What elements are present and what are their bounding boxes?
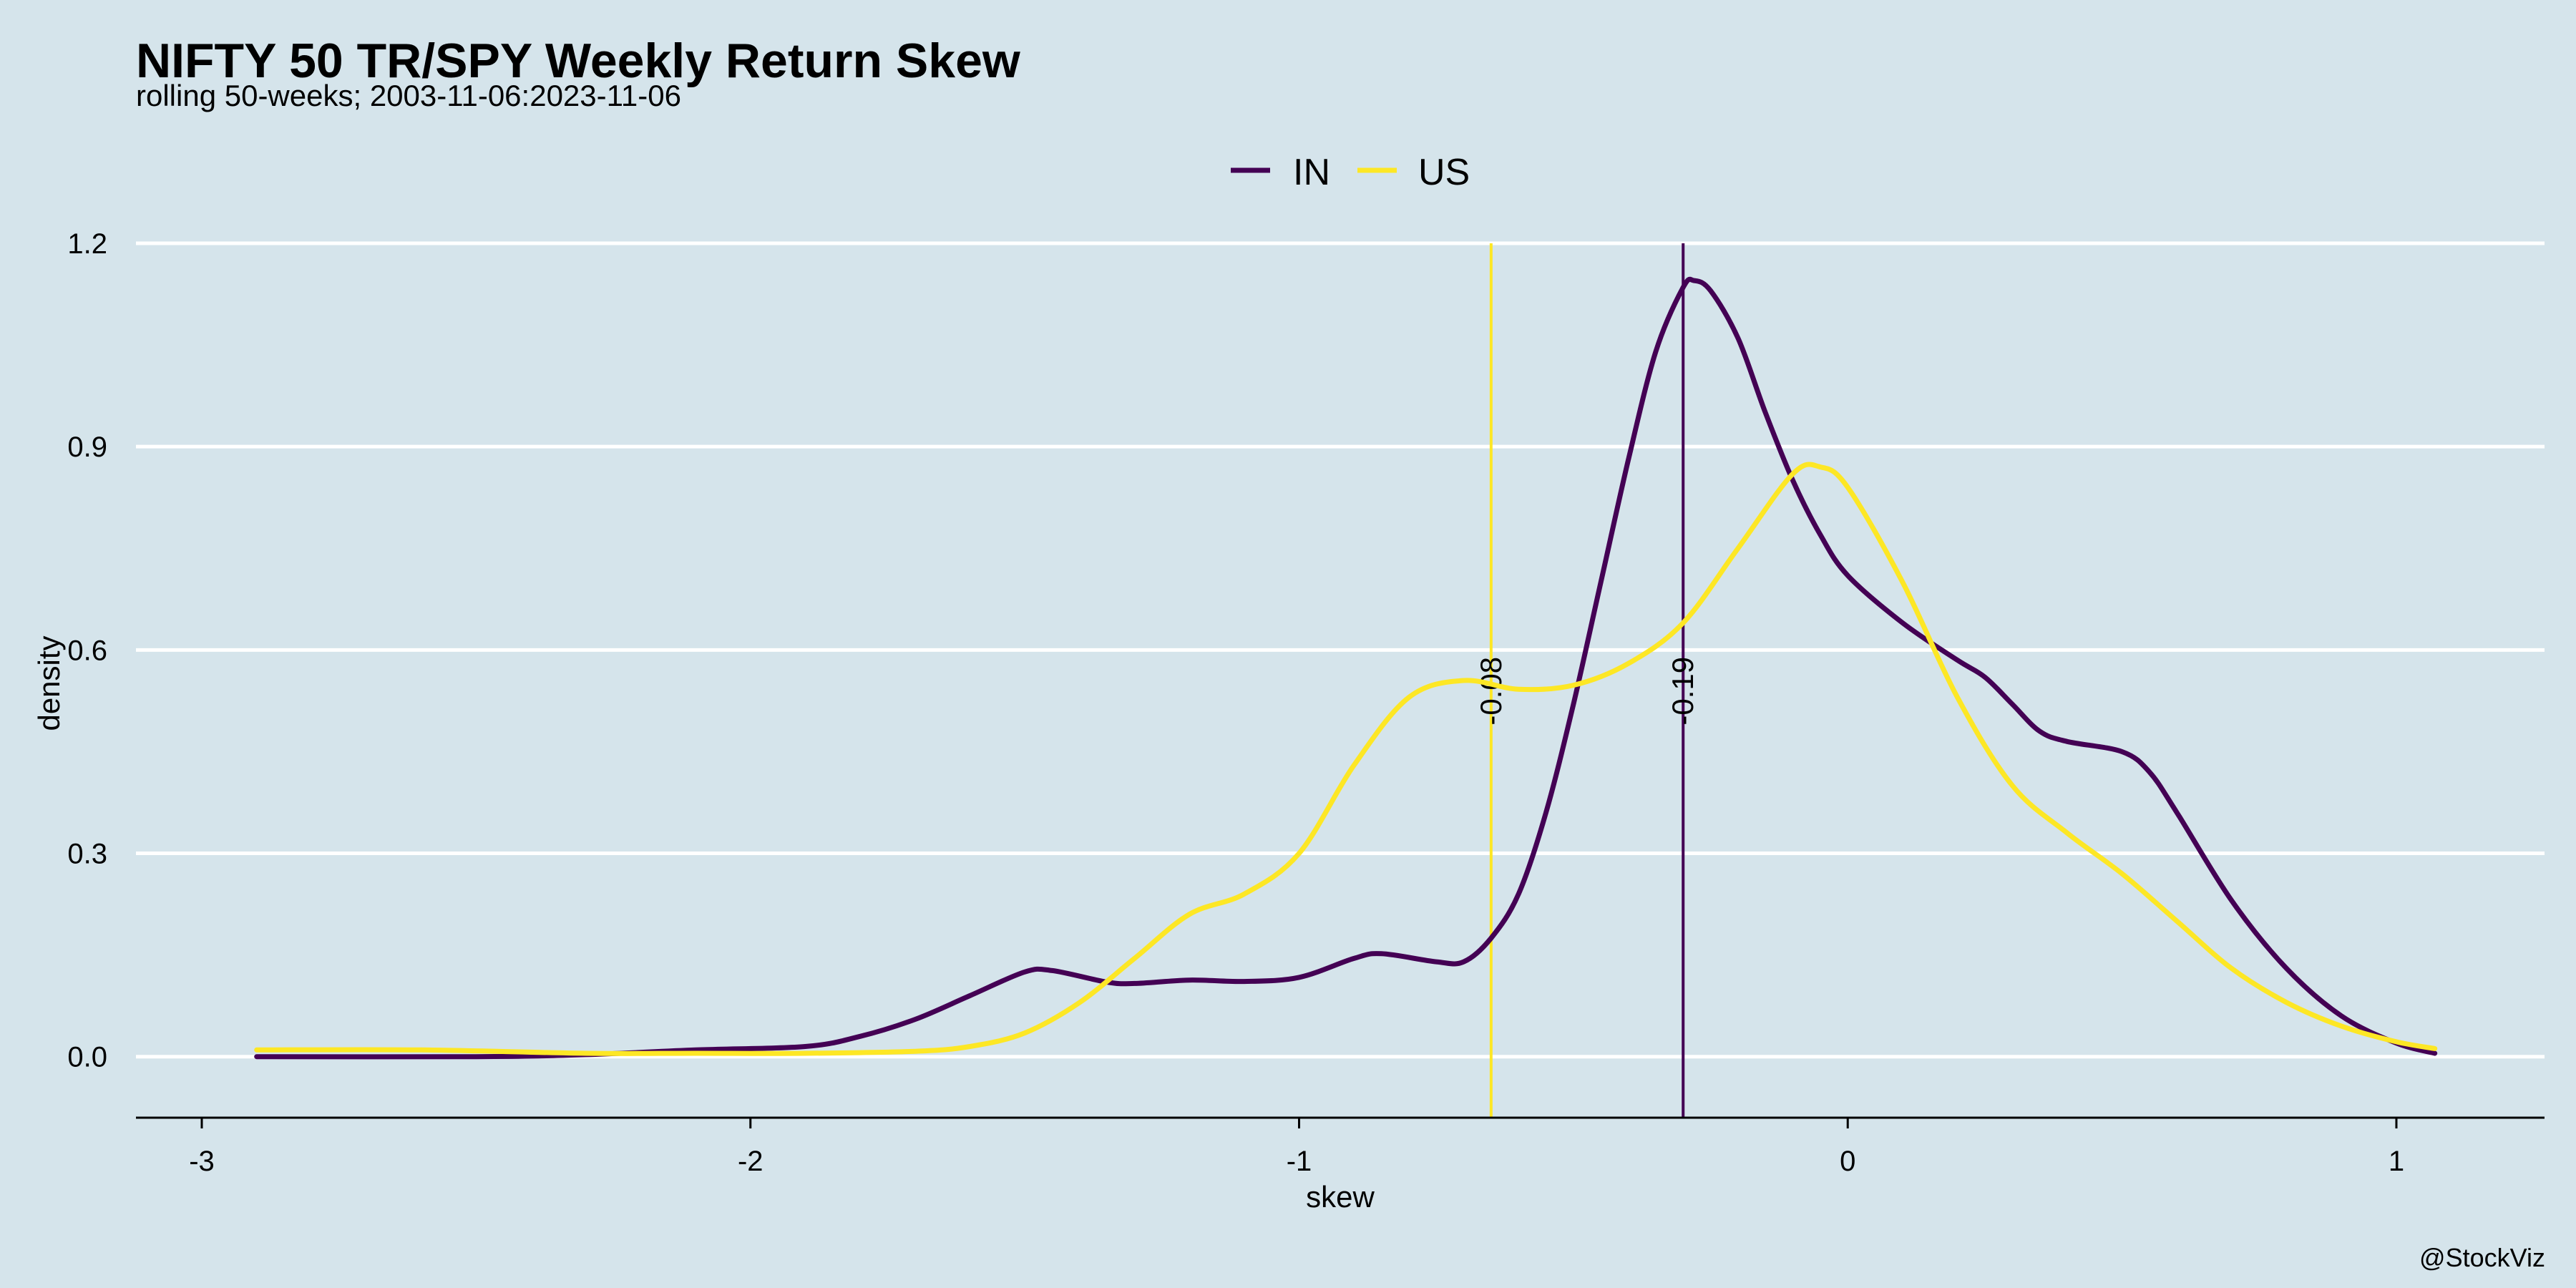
y-tick-label: 0.0 bbox=[67, 1042, 107, 1073]
x-tick-label: 1 bbox=[2389, 1146, 2404, 1177]
y-tick-label: 0.6 bbox=[67, 635, 107, 666]
x-axis-label: skew bbox=[1306, 1180, 1375, 1214]
chart-title: NIFTY 50 TR/SPY Weekly Return Skew bbox=[136, 34, 1021, 88]
markers: -0.19 -0.08 bbox=[1474, 243, 1699, 1118]
grid bbox=[136, 241, 2545, 1059]
series bbox=[254, 276, 2438, 1060]
y-tick-label: 1.2 bbox=[67, 228, 107, 260]
chart-subtitle: rolling 50-weeks; 2003-11-06:2023-11-06 bbox=[136, 79, 681, 112]
legend: IN US bbox=[1231, 152, 1470, 193]
y-axis-label: density bbox=[32, 635, 66, 731]
x-tick-label: 0 bbox=[1840, 1146, 1855, 1177]
series-line-in bbox=[254, 276, 2438, 1060]
legend-label-us: US bbox=[1418, 152, 1470, 193]
marker-label-in: -0.19 bbox=[1666, 657, 1699, 726]
series-line-us bbox=[254, 462, 2438, 1056]
x-tick-label: -2 bbox=[738, 1146, 763, 1177]
y-tick-label: 0.9 bbox=[67, 431, 107, 463]
y-tick-label: 0.3 bbox=[67, 839, 107, 870]
x-tick-label: -3 bbox=[189, 1146, 215, 1177]
x-tick-label: -1 bbox=[1287, 1146, 1312, 1177]
marker-label-us: -0.08 bbox=[1474, 657, 1508, 726]
legend-label-in: IN bbox=[1293, 152, 1330, 193]
y-axis: 0.0 0.3 0.6 0.9 1.2 bbox=[67, 228, 107, 1073]
caption: @StockViz bbox=[2419, 1243, 2545, 1272]
x-axis: -3 -2 -1 0 1 bbox=[136, 1116, 2545, 1177]
